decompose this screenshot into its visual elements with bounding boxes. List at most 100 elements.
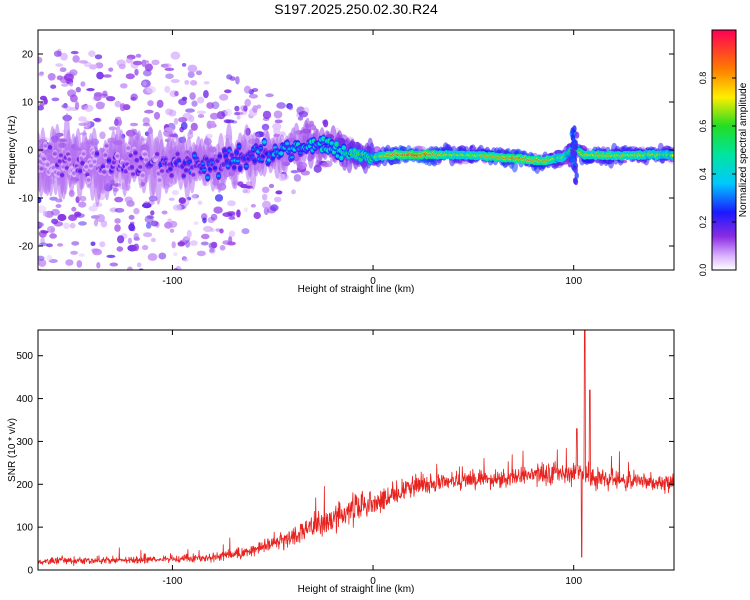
spectrogram-noise-cell xyxy=(78,60,88,64)
spectrogram-noise-cell xyxy=(38,72,44,77)
spectrogram-noise-cell xyxy=(210,213,218,221)
spectrogram-noise-cell xyxy=(93,218,99,227)
spectrogram-ridge-cell xyxy=(169,174,174,177)
spectrogram-noise-cell xyxy=(175,265,182,270)
spectrogram-ridge-cell xyxy=(261,154,266,158)
spectrogram-noise-cell xyxy=(99,102,106,107)
spectrogram-noise-cell xyxy=(188,129,193,135)
spectrogram-ridge-cell xyxy=(95,152,99,155)
spectrogram-noise-cell xyxy=(290,170,299,174)
spectrogram-ridge-cell xyxy=(61,165,66,168)
spectrogram-noise-cell xyxy=(203,81,210,85)
spectrogram-noise-cell xyxy=(156,99,164,108)
spectrogram-noise-cell xyxy=(203,225,213,233)
spectrogram-noise-cell xyxy=(262,193,268,201)
colorbar-tick-label: 0.4 xyxy=(698,168,708,181)
spectrogram-noise-cell xyxy=(100,220,108,228)
spectrogram-noise-cell xyxy=(200,241,209,246)
spectrogram-noise-cell xyxy=(320,162,329,168)
spectrogram-noise-cell xyxy=(63,222,70,229)
spectrogram-noise-cell xyxy=(65,259,74,266)
spectrogram-noise-cell xyxy=(203,90,209,99)
spectrogram-noise-cell xyxy=(275,190,283,195)
spectrogram-burst-cell xyxy=(574,131,580,139)
spectrogram-noise-cell xyxy=(106,96,116,102)
x-tick-label: -100 xyxy=(162,276,182,287)
spectrogram-noise-cell xyxy=(214,194,224,202)
spectrogram-ridge-cell xyxy=(202,168,207,172)
spectrogram-noise-cell xyxy=(75,86,82,93)
spectrogram-ridge-cell xyxy=(190,166,195,169)
spectrogram-noise-cell xyxy=(78,201,87,208)
spectrogram-noise-cell xyxy=(143,60,150,64)
spectrogram-noise-cell xyxy=(236,115,241,120)
spectrogram-noise-cell xyxy=(243,85,252,94)
spectrogram-noise-cell xyxy=(38,259,47,267)
spectrogram-ridge-cell xyxy=(262,140,267,144)
spectrogram-noise-cell xyxy=(228,216,236,220)
spectrogram-noise-cell xyxy=(128,214,135,220)
spectrogram-noise-cell xyxy=(96,71,104,80)
spectrogram-noise-cell xyxy=(234,105,240,112)
spectrogram-noise-cell xyxy=(181,63,187,67)
spectrogram-ridge-cell xyxy=(89,164,93,167)
spectrogram-noise-cell xyxy=(142,117,150,125)
spectrogram-noise-cell xyxy=(243,105,248,112)
spectrogram-noise-cell xyxy=(297,116,304,121)
spectrogram-noise-cell xyxy=(213,206,223,214)
spectrogram-noise-cell xyxy=(78,221,87,226)
snr-ylabel: SNR (10 * v/v) xyxy=(7,418,18,482)
spectrogram-noise-cell xyxy=(291,189,296,195)
spectrogram-noise-cell xyxy=(144,215,154,224)
spectrogram-noise-cell xyxy=(158,252,167,260)
spectrogram-noise-cell xyxy=(265,93,274,98)
spectrogram-noise-cell xyxy=(39,242,48,247)
spectrogram-noise-cell xyxy=(48,259,58,263)
spectrogram-heatmap xyxy=(38,48,674,270)
spectrogram-noise-cell xyxy=(124,196,133,203)
spectrogram-ridge-cell xyxy=(200,162,205,165)
figure-title: S197.2025.250.02.30.R24 xyxy=(274,1,438,17)
x-tick-label: 0 xyxy=(370,276,376,287)
spectrogram-ridge-cell xyxy=(217,154,222,158)
spectrogram-noise-cell xyxy=(86,88,95,92)
spectrogram-burst-cell xyxy=(572,125,577,133)
spectrogram-noise-cell xyxy=(51,208,60,216)
spectrogram-ridge-cell xyxy=(58,154,63,157)
spectrogram-noise-cell xyxy=(209,112,219,120)
spectrogram-noise-cell xyxy=(144,63,153,72)
spectrogram-ridge-cell xyxy=(60,173,65,177)
spectrogram-noise-cell xyxy=(262,110,272,120)
spectrogram-ridge-cell xyxy=(157,178,162,182)
spectrogram-ridge-cell xyxy=(103,153,108,157)
spectrogram-ridge-cell xyxy=(229,153,234,157)
snr-panel: -100 0 100 0 100 200 300 400 500 Height of strai… xyxy=(7,329,675,595)
spectrogram-noise-cell xyxy=(102,90,108,97)
y-tick-label: 10 xyxy=(22,98,34,109)
spectrogram-ridge-cell xyxy=(48,146,52,149)
spectrogram-noise-cell xyxy=(168,197,175,201)
spectrogram-noise-cell xyxy=(38,56,43,64)
spectrogram-noise-cell xyxy=(270,204,279,212)
spectrogram-noise-cell xyxy=(93,93,102,102)
spectrogram-ridge-cell xyxy=(67,158,72,161)
spectrogram-noise-cell xyxy=(70,94,78,103)
spectrogram-ridge-cell xyxy=(290,156,294,159)
spectrogram-noise-cell xyxy=(61,83,69,87)
spectrogram-ridge-cell xyxy=(42,157,46,161)
y-tick-label: 200 xyxy=(16,480,33,491)
spectrogram-noise-cell xyxy=(146,86,156,94)
spectrogram-burst-cell xyxy=(571,158,576,166)
spectrogram-noise-cell xyxy=(241,228,250,235)
spectrogram-noise-cell xyxy=(88,205,98,212)
spectrogram-ridge-cell xyxy=(92,160,97,163)
spectrogram-noise-cell xyxy=(173,117,179,125)
spectrogram-ridge-cell xyxy=(158,163,163,167)
spectrogram-ridge-cell xyxy=(181,174,186,178)
spectrogram-noise-cell xyxy=(189,240,198,246)
spectrogram-noise-cell xyxy=(80,81,86,87)
spectrogram-noise-cell xyxy=(147,100,154,107)
y-tick-label: 0 xyxy=(27,566,33,577)
spectrogram-noise-cell xyxy=(102,74,112,78)
